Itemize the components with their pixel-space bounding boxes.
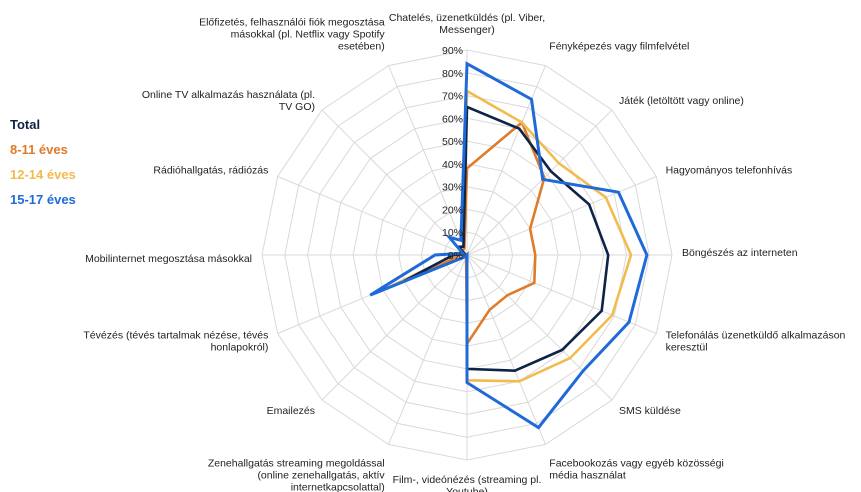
category-label-line: honlapokról) <box>211 341 269 353</box>
category-label: Film-, videónézés (streaming pl. Youtube) <box>393 474 542 492</box>
axis-tick-label: 0% <box>448 250 463 262</box>
grid-spoke <box>466 254 657 334</box>
axis-tick-label: 90% <box>442 45 463 57</box>
category-label-line: Youtube) <box>446 486 488 492</box>
category-label: Böngészés az interneten <box>682 247 798 259</box>
category-label-line: Zenehallgatás streaming megoldással <box>208 458 385 470</box>
category-label-line: Böngészés az interneten <box>682 247 798 259</box>
axis-tick-label: 20% <box>442 204 463 216</box>
radial-axis-ticks: 0% 10% 20% 30% 40% 50% 60% 70% 80% 90% <box>442 45 463 262</box>
grid-spoke <box>277 176 468 256</box>
grid-spoke <box>466 254 546 445</box>
category-label: Facebookozás vagy egyéb közösségi média h… <box>549 458 724 482</box>
legend: Total 8-11 éves 12-14 éves 15-17 éves <box>10 112 76 212</box>
category-label-line: másokkal (pl. Netflix vagy Spotify <box>231 28 386 40</box>
grid-spoke <box>466 65 546 256</box>
category-label-line: Facebookozás vagy egyéb közösségi <box>549 458 724 470</box>
category-label-line: Hagyományos telefonhívás <box>666 165 793 177</box>
category-label: SMS küldése <box>619 405 681 417</box>
category-label-line: Játék (letöltött vagy online) <box>619 95 744 107</box>
category-label: Tévézés (tévés tartalmak nézése, tévés ho… <box>83 329 268 353</box>
category-label-line: Fényképezés vagy filmfelvétel <box>549 40 689 52</box>
axis-tick-label: 30% <box>442 182 463 194</box>
category-label: Emailezés <box>267 405 315 417</box>
grid-spoke <box>466 109 613 256</box>
legend-item-8-11: 8-11 éves <box>10 142 68 157</box>
grid-spoke <box>466 254 613 401</box>
category-label-line: Tévézés (tévés tartalmak nézése, tévés <box>83 329 268 341</box>
legend-item-total: Total <box>10 117 41 132</box>
grid-spoke <box>388 65 468 256</box>
legend-item-12-14: 12-14 éves <box>10 167 76 182</box>
category-label-line: (online zenehallgatás, aktív <box>257 470 385 482</box>
category-labels: Chatelés, üzenetküldés (pl. Viber, Messen… <box>83 12 845 492</box>
category-label: Hagyományos telefonhívás <box>666 165 793 177</box>
category-label-line: Rádióhallgatás, rádiózás <box>153 165 268 177</box>
axis-tick-label: 40% <box>442 159 463 171</box>
category-label-line: Messenger) <box>439 24 494 36</box>
grid-spoke <box>466 176 657 256</box>
category-label-line: SMS küldése <box>619 405 681 417</box>
category-label: Előfizetés, felhasználói fiók megosztása… <box>199 16 385 52</box>
axis-tick-label: 60% <box>442 113 463 125</box>
grid-spoke <box>388 254 468 445</box>
category-label: Telefonálás üzenetküldő alkalmazáson kere… <box>666 329 846 353</box>
category-label: Chatelés, üzenetküldés (pl. Viber, Messen… <box>389 12 545 36</box>
category-label: Zenehallgatás streaming megoldással (onli… <box>208 458 386 492</box>
axis-tick-label: 10% <box>442 227 463 239</box>
category-label: Fényképezés vagy filmfelvétel <box>549 40 689 52</box>
axis-tick-label: 80% <box>442 68 463 80</box>
category-label: Online TV alkalmazás használata (pl. TV G… <box>142 89 315 113</box>
category-label: Játék (letöltött vagy online) <box>619 95 744 107</box>
grid-spoke <box>321 254 468 401</box>
category-label-line: Emailezés <box>267 405 315 417</box>
grid-spoke <box>321 109 468 256</box>
category-label: Mobilinternet megosztása másokkal <box>85 253 252 265</box>
axis-tick-label: 70% <box>442 91 463 103</box>
category-label-line: keresztül <box>666 341 708 353</box>
axis-tick-label: 50% <box>442 136 463 148</box>
category-label-line: Előfizetés, felhasználói fiók megosztása <box>199 16 385 28</box>
category-label: Rádióhallgatás, rádiózás <box>153 165 268 177</box>
legend-item-15-17: 15-17 éves <box>10 192 76 207</box>
category-label-line: Telefonálás üzenetküldő alkalmazáson <box>666 329 846 341</box>
category-label-line: Film-, videónézés (streaming pl. <box>393 474 542 486</box>
category-label-line: Online TV alkalmazás használata (pl. <box>142 89 315 101</box>
category-label-line: média használat <box>549 470 626 482</box>
category-label-line: internetkapcsolattal) <box>291 482 385 492</box>
series-line-15-17 <box>369 61 649 430</box>
radar-series <box>369 61 649 430</box>
category-label-line: TV GO) <box>279 101 315 113</box>
category-label-line: Mobilinternet megosztása másokkal <box>85 253 252 265</box>
category-label-line: esetében) <box>338 40 385 52</box>
category-label-line: Chatelés, üzenetküldés (pl. Viber, <box>389 12 545 24</box>
